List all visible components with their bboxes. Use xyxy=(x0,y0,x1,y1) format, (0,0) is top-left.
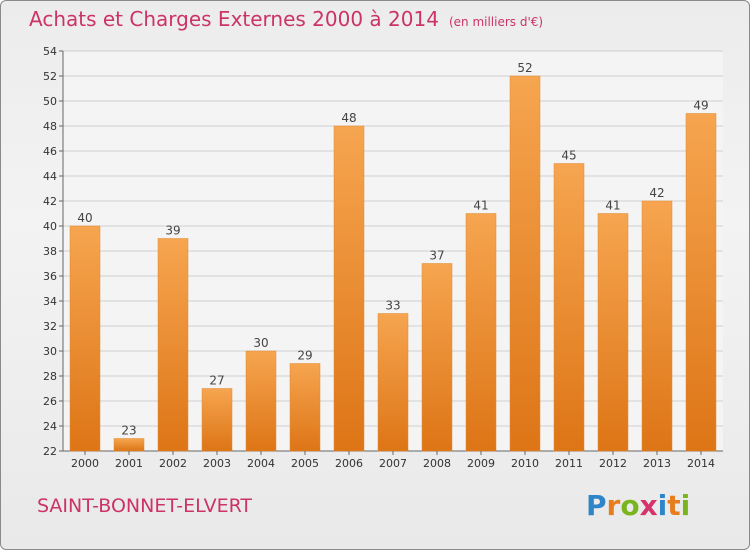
bar xyxy=(157,238,189,452)
y-tick-label: 24 xyxy=(43,420,57,433)
logo-letter: x xyxy=(639,489,658,522)
data-label: 45 xyxy=(561,149,576,163)
bar xyxy=(553,163,585,452)
logo-letter: o xyxy=(620,489,640,522)
x-tick-label: 2005 xyxy=(291,457,319,470)
bar xyxy=(641,200,673,452)
bar xyxy=(245,350,277,452)
y-tick-label: 50 xyxy=(43,95,57,108)
x-tick-label: 2000 xyxy=(71,457,99,470)
bar xyxy=(333,125,365,452)
x-tick-label: 2011 xyxy=(555,457,583,470)
bar xyxy=(509,75,541,452)
logo-letter: i xyxy=(657,489,668,522)
data-label: 39 xyxy=(165,224,180,238)
y-tick-label: 54 xyxy=(43,45,57,58)
x-tick-label: 2010 xyxy=(511,457,539,470)
chart-title: Achats et Charges Externes 2000 à 2014 (e… xyxy=(29,7,543,31)
data-label: 37 xyxy=(429,249,444,263)
logo-letter: t xyxy=(667,489,681,522)
y-tick-label: 30 xyxy=(43,345,57,358)
x-tick-label: 2009 xyxy=(467,457,495,470)
logo-letter: i xyxy=(680,489,691,522)
bar xyxy=(685,113,717,452)
bar xyxy=(289,363,321,452)
y-tick-label: 34 xyxy=(43,295,57,308)
data-label: 52 xyxy=(517,61,532,75)
logo-letter: r xyxy=(606,489,621,522)
data-label: 33 xyxy=(385,299,400,313)
x-tick-label: 2003 xyxy=(203,457,231,470)
data-label: 23 xyxy=(121,424,136,438)
bar xyxy=(377,313,409,452)
x-tick-label: 2001 xyxy=(115,457,143,470)
data-label: 49 xyxy=(693,99,708,113)
y-tick-label: 44 xyxy=(43,170,57,183)
chart-title-main: Achats et Charges Externes 2000 à 2014 xyxy=(29,7,439,31)
y-tick-label: 46 xyxy=(43,145,57,158)
y-tick-label: 42 xyxy=(43,195,57,208)
bar xyxy=(69,225,101,452)
x-tick-label: 2013 xyxy=(643,457,671,470)
y-tick-label: 52 xyxy=(43,70,57,83)
chart-title-unit: (en milliers d'€) xyxy=(448,15,544,29)
data-label: 29 xyxy=(297,349,312,363)
x-tick-label: 2007 xyxy=(379,457,407,470)
bar xyxy=(465,213,497,452)
x-tick-label: 2014 xyxy=(687,457,715,470)
x-tick-label: 2008 xyxy=(423,457,451,470)
data-label: 48 xyxy=(341,111,356,125)
y-tick-label: 26 xyxy=(43,395,57,408)
data-label: 40 xyxy=(77,211,92,225)
data-label: 42 xyxy=(649,186,664,200)
y-tick-label: 32 xyxy=(43,320,57,333)
y-tick-label: 48 xyxy=(43,120,57,133)
bar xyxy=(201,388,233,452)
x-tick-label: 2006 xyxy=(335,457,363,470)
x-tick-label: 2012 xyxy=(599,457,627,470)
x-tick-label: 2002 xyxy=(159,457,187,470)
data-label: 41 xyxy=(473,199,488,213)
data-label: 27 xyxy=(209,374,224,388)
y-tick-label: 22 xyxy=(43,445,57,458)
data-label: 41 xyxy=(605,199,620,213)
commune-name: SAINT-BONNET-ELVERT xyxy=(37,495,253,517)
y-tick-label: 28 xyxy=(43,370,57,383)
y-tick-label: 36 xyxy=(43,270,57,283)
y-tick-label: 40 xyxy=(43,220,57,233)
bar xyxy=(597,213,629,452)
proxiti-logo: Proxiti xyxy=(586,489,690,522)
bar xyxy=(421,263,453,452)
logo-letter: P xyxy=(586,489,607,522)
x-tick-label: 2004 xyxy=(247,457,275,470)
bar xyxy=(113,438,145,452)
data-label: 30 xyxy=(253,336,268,350)
y-tick-label: 38 xyxy=(43,245,57,258)
